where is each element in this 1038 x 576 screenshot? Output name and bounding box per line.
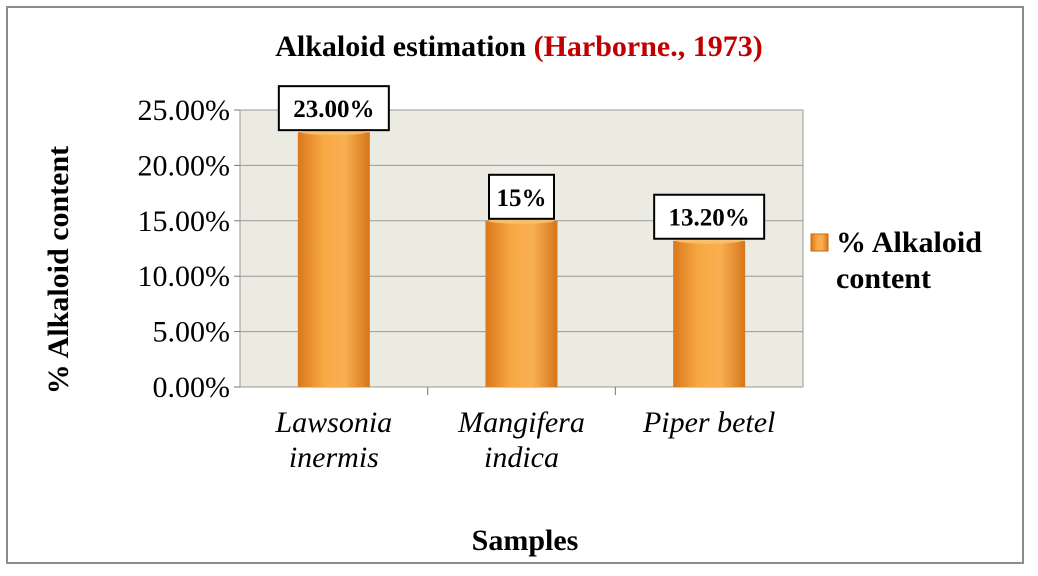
bar: [673, 240, 746, 387]
x-category-label-line: inermis: [289, 441, 379, 474]
legend: % Alkaloid content: [810, 226, 989, 295]
chart-title: Alkaloid estimation (Harborne., 1973): [0, 30, 1038, 64]
data-label-box: [488, 173, 555, 220]
legend-label-line-2: content: [836, 262, 931, 295]
x-category-label-line: Lawsonia: [274, 406, 392, 439]
y-tick-label: 25.00%: [138, 94, 231, 127]
y-axis-ticks: 0.00% 5.00% 10.00% 15.00% 20.00% 25.00%: [138, 94, 231, 404]
data-label-box: [653, 193, 766, 240]
chart-title-main: Alkaloid estimation: [275, 30, 527, 63]
legend-label-line-1: % Alkaloid: [836, 226, 982, 259]
data-label: 23.00%: [293, 96, 374, 123]
bar: [297, 132, 370, 387]
x-category-label: Piper betel: [642, 406, 775, 439]
x-category-label-line: Piper betel: [642, 406, 775, 439]
x-category-label: Lawsonia inermis: [274, 406, 392, 474]
chart-title-reference: (Harborne., 1973): [533, 30, 763, 63]
y-tick-label: 20.00%: [138, 149, 231, 182]
x-category-label-line: Mangifera: [457, 406, 585, 439]
x-axis-title: Samples: [472, 524, 579, 557]
data-label: 15%: [497, 185, 547, 212]
x-category-label-line: indica: [484, 441, 559, 474]
bar: [485, 220, 558, 387]
y-axis-title: % Alkaloid content: [42, 146, 75, 394]
x-axis-categories: Lawsonia inermis Mangifera indica Piper bete…: [274, 406, 775, 474]
y-tick-label: 10.00%: [138, 260, 231, 293]
y-tick-label: 15.00%: [138, 205, 231, 238]
legend-label: % Alkaloid content: [836, 226, 989, 295]
bars: [297, 129, 746, 387]
data-label-box: [277, 85, 390, 132]
y-tick-label: 5.00%: [153, 316, 231, 349]
x-category-label: Mangifera indica: [457, 406, 585, 474]
data-labels: 23.00% 15% 13.20%: [277, 85, 766, 240]
legend-swatch: [810, 233, 829, 252]
y-tick-label: 0.00%: [153, 371, 231, 404]
data-label: 13.20%: [669, 205, 750, 232]
